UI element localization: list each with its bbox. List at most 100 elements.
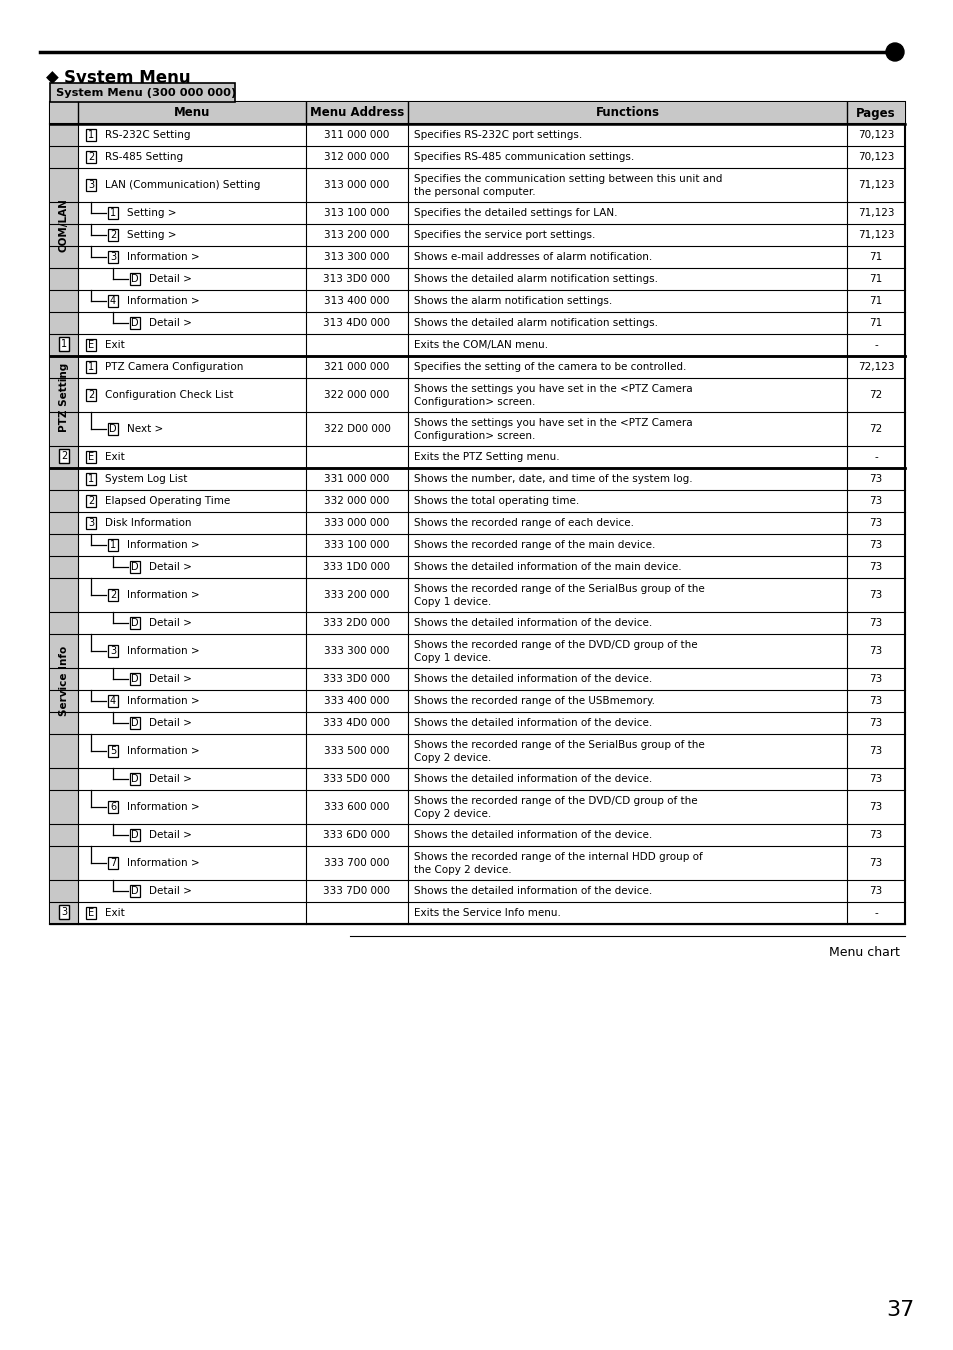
Text: Exits the Service Info menu.: Exits the Service Info menu. [414, 909, 560, 918]
Text: 73: 73 [868, 540, 882, 549]
Text: Information >: Information > [127, 859, 199, 868]
Bar [50, 103, 904, 923]
Text: 5: 5 [110, 747, 116, 756]
Text: 71: 71 [868, 252, 882, 262]
Text: ◆: ◆ [46, 69, 59, 86]
Text: Shows the detailed information of the main device.: Shows the detailed information of the ma… [414, 562, 680, 572]
Text: Shows the detailed alarm notification settings.: Shows the detailed alarm notification se… [414, 319, 658, 328]
Text: 73: 73 [868, 718, 882, 728]
Text: 3: 3 [88, 518, 94, 528]
Text: 73: 73 [868, 495, 882, 506]
Text: D: D [132, 674, 139, 684]
Text: 333 700 000: 333 700 000 [324, 859, 390, 868]
Text: 313 300 000: 313 300 000 [324, 252, 390, 262]
Text: 333 600 000: 333 600 000 [324, 802, 390, 811]
Text: Information >: Information > [127, 747, 199, 756]
Text: 4: 4 [110, 296, 116, 306]
Text: 37: 37 [886, 1300, 914, 1320]
Text: 333 2D0 000: 333 2D0 000 [323, 618, 390, 628]
Text: Shows the detailed information of the device.: Shows the detailed information of the de… [414, 830, 652, 840]
Text: Service Info: Service Info [59, 645, 69, 716]
Text: 6: 6 [110, 802, 116, 811]
Text: 1: 1 [88, 130, 94, 140]
Text: Shows the recorded range of the DVD/CD group of the: Shows the recorded range of the DVD/CD g… [414, 640, 697, 649]
Text: Information >: Information > [127, 296, 199, 306]
Text: 70,123: 70,123 [857, 130, 893, 140]
Text: 2: 2 [88, 390, 94, 400]
Text: 73: 73 [868, 886, 882, 896]
Text: the Copy 2 device.: the Copy 2 device. [414, 865, 511, 875]
Text: 2: 2 [88, 153, 94, 162]
Text: Specifies RS-485 communication settings.: Specifies RS-485 communication settings. [414, 153, 634, 162]
Text: 333 6D0 000: 333 6D0 000 [323, 830, 390, 840]
Text: 71,123: 71,123 [857, 230, 893, 240]
Text: 3: 3 [110, 252, 116, 262]
Text: D: D [132, 274, 139, 284]
Text: 313 400 000: 313 400 000 [324, 296, 390, 306]
Text: 313 3D0 000: 313 3D0 000 [323, 274, 390, 284]
Text: 73: 73 [868, 747, 882, 756]
Text: 73: 73 [868, 802, 882, 811]
Text: Detail >: Detail > [149, 618, 192, 628]
Text: 72: 72 [868, 424, 882, 433]
Text: 333 200 000: 333 200 000 [324, 590, 390, 599]
Text: 73: 73 [868, 474, 882, 485]
Text: 70,123: 70,123 [857, 153, 893, 162]
Text: Information >: Information > [127, 697, 199, 706]
Text: RS-485 Setting: RS-485 Setting [105, 153, 183, 162]
Text: Shows the recorded range of the internal HDD group of: Shows the recorded range of the internal… [414, 852, 702, 863]
Text: Information >: Information > [127, 252, 199, 262]
Text: 73: 73 [868, 590, 882, 599]
Text: Detail >: Detail > [149, 674, 192, 684]
Text: 73: 73 [868, 518, 882, 528]
Text: 71: 71 [868, 274, 882, 284]
Text: D: D [132, 718, 139, 728]
Text: Detail >: Detail > [149, 830, 192, 840]
Bar [50, 468, 78, 923]
Text: Detail >: Detail > [149, 886, 192, 896]
Text: D: D [132, 562, 139, 572]
Text: 2: 2 [110, 230, 116, 240]
Text: 1: 1 [88, 362, 94, 373]
Text: Exit: Exit [105, 340, 125, 350]
Text: Configuration Check List: Configuration Check List [105, 390, 233, 400]
Text: Shows the detailed information of the device.: Shows the detailed information of the de… [414, 618, 652, 628]
Text: 7: 7 [110, 859, 116, 868]
Text: 1: 1 [88, 474, 94, 485]
Text: D: D [132, 319, 139, 328]
Text: 322 D00 000: 322 D00 000 [323, 424, 390, 433]
Text: Copy 1 device.: Copy 1 device. [414, 653, 491, 663]
Text: 333 4D0 000: 333 4D0 000 [323, 718, 390, 728]
Text: 73: 73 [868, 830, 882, 840]
Text: Copy 1 device.: Copy 1 device. [414, 597, 491, 608]
Text: Shows the settings you have set in the <PTZ Camera: Shows the settings you have set in the <… [414, 418, 692, 428]
Text: System Log List: System Log List [105, 474, 187, 485]
Text: 71,123: 71,123 [857, 208, 893, 217]
Text: 73: 73 [868, 647, 882, 656]
Text: PTZ Setting: PTZ Setting [59, 362, 69, 432]
Text: D: D [132, 830, 139, 840]
Text: Elapsed Operating Time: Elapsed Operating Time [105, 495, 230, 506]
Text: 322 000 000: 322 000 000 [324, 390, 389, 400]
Text: Detail >: Detail > [149, 274, 192, 284]
Text: 333 3D0 000: 333 3D0 000 [323, 674, 390, 684]
Text: 73: 73 [868, 774, 882, 784]
Text: -: - [873, 452, 877, 462]
Text: Disk Information: Disk Information [105, 518, 192, 528]
Text: 313 000 000: 313 000 000 [324, 180, 389, 190]
Text: COM/LAN: COM/LAN [59, 198, 69, 252]
Text: 1: 1 [61, 339, 67, 350]
Text: 2: 2 [88, 495, 94, 506]
Text: 312 000 000: 312 000 000 [324, 153, 389, 162]
Text: Information >: Information > [127, 540, 199, 549]
Text: D: D [132, 774, 139, 784]
Text: 331 000 000: 331 000 000 [324, 474, 389, 485]
Text: Exit: Exit [105, 452, 125, 462]
Text: 2: 2 [61, 451, 67, 460]
Text: 333 400 000: 333 400 000 [324, 697, 390, 706]
Text: 321 000 000: 321 000 000 [324, 362, 389, 373]
Text: Shows the detailed alarm notification settings.: Shows the detailed alarm notification se… [414, 274, 658, 284]
Text: 72,123: 72,123 [857, 362, 893, 373]
Text: 3: 3 [61, 907, 67, 917]
Text: Specifies RS-232C port settings.: Specifies RS-232C port settings. [414, 130, 581, 140]
